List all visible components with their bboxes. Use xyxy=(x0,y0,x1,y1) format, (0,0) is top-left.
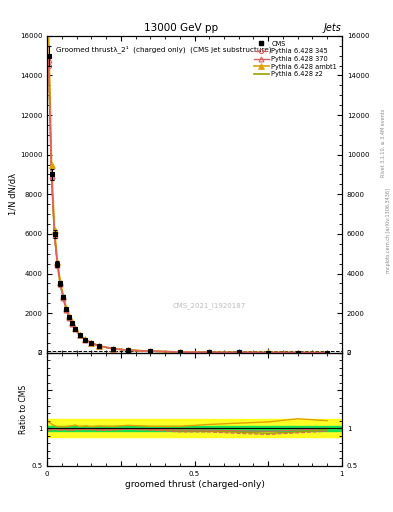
Text: Rivet 3.1.10, ≥ 3.4M events: Rivet 3.1.10, ≥ 3.4M events xyxy=(381,109,386,178)
Text: Groomed thrustλ_2¹  (charged only)  (CMS jet substructure): Groomed thrustλ_2¹ (charged only) (CMS j… xyxy=(56,46,272,53)
X-axis label: groomed thrust (charged-only): groomed thrust (charged-only) xyxy=(125,480,264,488)
Text: CMS_2021_I1920187: CMS_2021_I1920187 xyxy=(173,302,246,309)
Text: Jets: Jets xyxy=(324,23,342,33)
Y-axis label: Ratio to CMS: Ratio to CMS xyxy=(19,385,28,434)
Text: 13000 GeV pp: 13000 GeV pp xyxy=(144,23,218,33)
Text: mcplots.cern.ch [arXiv:1306.3436]: mcplots.cern.ch [arXiv:1306.3436] xyxy=(386,188,391,273)
Legend: CMS, Pythia 6.428 345, Pythia 6.428 370, Pythia 6.428 ambt1, Pythia 6.428 z2: CMS, Pythia 6.428 345, Pythia 6.428 370,… xyxy=(253,39,339,78)
Y-axis label: 1/N dN/dλ: 1/N dN/dλ xyxy=(8,173,17,216)
